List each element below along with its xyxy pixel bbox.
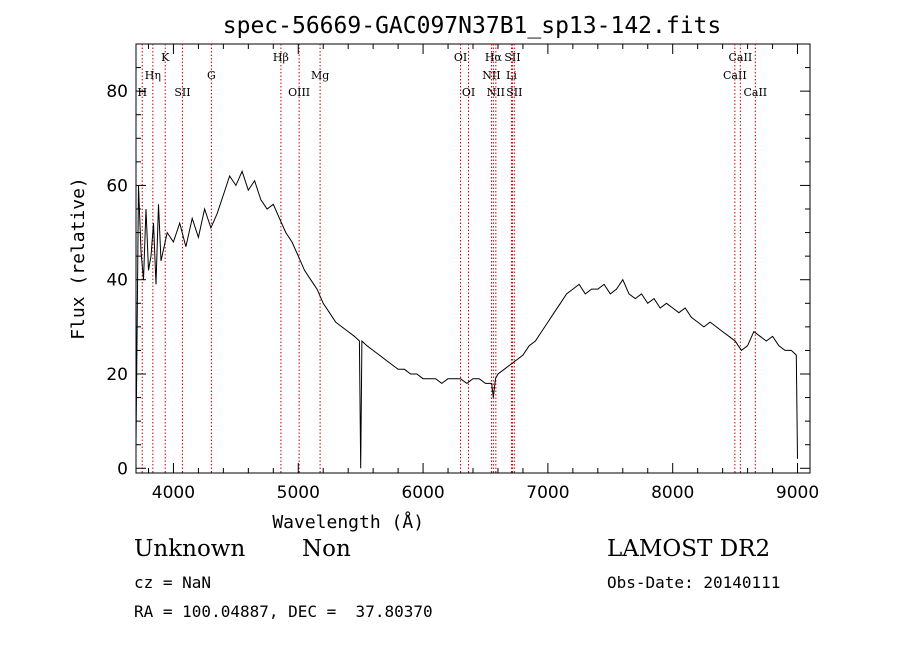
y-tick-label: 40 <box>106 271 128 291</box>
x-tick-label: 9000 <box>776 483 819 503</box>
line-label: K <box>161 51 170 64</box>
y-axis-label: Flux (relative) <box>68 177 89 340</box>
line-label: Hα <box>485 51 503 64</box>
obs-date-label: Obs-Date: 20140111 <box>607 573 781 592</box>
line-label: OIII <box>288 86 310 99</box>
object-subclass: Non <box>302 536 351 562</box>
line-label: NII <box>487 86 505 99</box>
line-label: SII <box>504 51 520 64</box>
y-tick-label: 80 <box>106 82 128 102</box>
y-tick-label: 0 <box>117 459 128 479</box>
line-label: H <box>137 86 147 99</box>
redshift-label: cz = NaN <box>134 573 212 592</box>
line-label: G <box>207 69 216 82</box>
y-tick-label: 20 <box>106 365 128 385</box>
line-label: Li <box>506 69 517 82</box>
x-tick-label: 6000 <box>401 483 444 503</box>
line-label: OI <box>454 51 467 64</box>
object-class: Unknown <box>134 536 246 562</box>
line-label: Mg <box>311 69 329 82</box>
plot-frame <box>135 43 811 474</box>
line-label: OI <box>462 86 475 99</box>
survey-name: LAMOST DR2 <box>607 536 771 562</box>
line-label: CaII <box>743 86 767 99</box>
line-label: NII <box>482 69 500 82</box>
x-tick-label: 4000 <box>152 483 195 503</box>
y-tick-label: 60 <box>106 176 128 196</box>
line-label: SII <box>506 86 522 99</box>
line-label: CaII <box>729 51 753 64</box>
chart-title: spec-56669-GAC097N37B1_sp13-142.fits <box>223 13 722 39</box>
x-axis-label: Wavelength (Å) <box>272 511 424 533</box>
line-label: SII <box>174 86 190 99</box>
line-label: Hβ <box>273 51 289 64</box>
line-label: Hη <box>145 69 161 82</box>
x-tick-label: 8000 <box>651 483 694 503</box>
spectrum-series <box>136 169 798 469</box>
coords-label: RA = 100.04887, DEC = 37.80370 <box>134 602 433 621</box>
x-tick-label: 7000 <box>526 483 569 503</box>
line-label: CaII <box>723 69 747 82</box>
x-tick-label: 5000 <box>277 483 320 503</box>
